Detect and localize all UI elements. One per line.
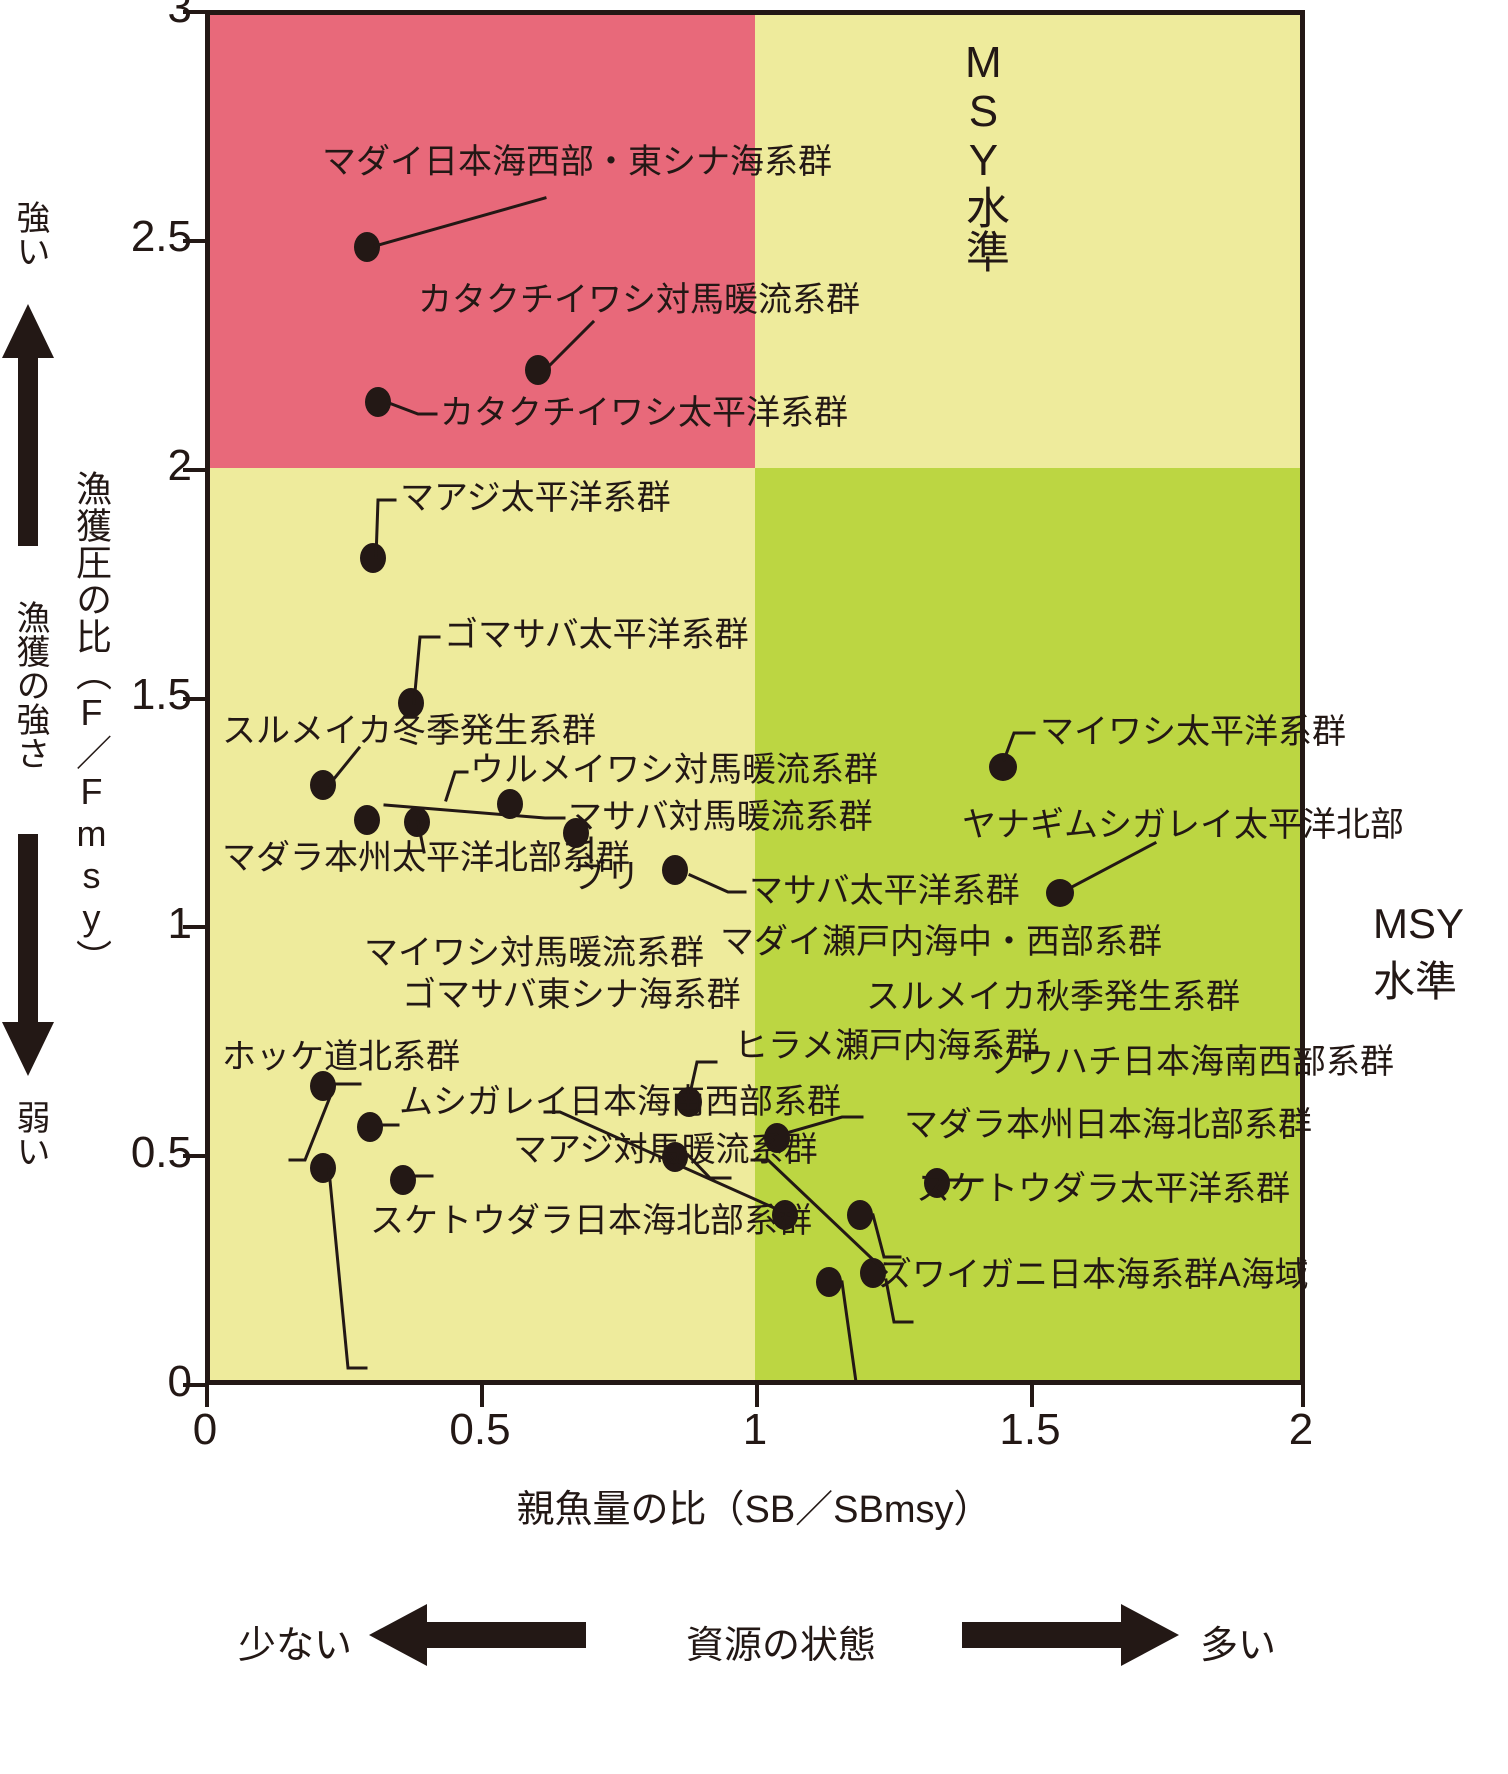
label-urumeiwashi-tsushima: ウルメイワシ対馬暖流系群: [470, 751, 878, 789]
y-tick-label-2.5: 2.5: [130, 212, 192, 261]
x-tick-label-0.5: 0.5: [449, 1405, 511, 1454]
x-tick-label-1.5: 1.5: [999, 1405, 1061, 1454]
x-tick-label-1: 1: [742, 1405, 768, 1454]
label-surumeika-autumn: スルメイカ秋季発生系群: [866, 978, 1240, 1016]
y-tick-label-0.5: 0.5: [130, 1128, 192, 1177]
label-madai-nihonkai: マダイ日本海西部・東シナ海系群: [322, 143, 832, 181]
y-tick-2: [183, 467, 205, 472]
point-katakuchi-pacific[interactable]: [365, 387, 392, 418]
label-maiwashi-pacific: マイワシ太平洋系群: [1040, 713, 1346, 751]
y-tick-2.5: [183, 238, 205, 243]
label-gomasaba-pacific: ゴマサバ太平洋系群: [444, 616, 749, 654]
quadrant-caution-bottom-left: [205, 468, 755, 1385]
label-masaba-tsushima: マサバ対馬暖流系群: [568, 798, 873, 836]
point-katakuchi-tsushima[interactable]: [524, 355, 551, 386]
label-mushigarei: ムシガレイ日本海南西部系群: [399, 1083, 841, 1121]
point-masaba-pacific[interactable]: [662, 854, 689, 885]
y-tick-label-1: 1: [167, 899, 192, 948]
x-tick-2: [1301, 1385, 1305, 1407]
point-yanagimushigarei[interactable]: [1046, 879, 1075, 908]
label-maiwashi-tsushima: マイワシ対馬暖流系群: [364, 934, 704, 972]
label-masaba-pacific: マサバ太平洋系群: [749, 872, 1020, 910]
point-souhachi[interactable]: [923, 1168, 950, 1199]
point-madara-honshu-nihonkai[interactable]: [846, 1200, 873, 1231]
point-madara-honshu-pacific[interactable]: [403, 806, 430, 837]
label-maaji-tsushima: マアジ対馬暖流系群: [513, 1131, 818, 1169]
x-tick-0.5: [480, 1385, 484, 1407]
footer-label-few: 少ない: [238, 1625, 353, 1667]
plot-top-border: [205, 10, 1305, 15]
label-zuwaigani: ズワイガニ日本海系群A海域: [878, 1256, 1309, 1294]
footer-label-state: 資源の状態: [686, 1625, 877, 1667]
label-gomasaba-higashishina: ゴマサバ東シナ海系群: [402, 976, 741, 1014]
label-katakuchi-pacific: カタクチイワシ太平洋系群: [440, 394, 848, 432]
x-axis-title: 親魚量の比（SB／SBmsy）: [516, 1489, 992, 1531]
point-urumeiwashi-tsushima[interactable]: [497, 788, 524, 819]
point-buri[interactable]: [563, 818, 590, 849]
x-tick-1: [755, 1385, 759, 1407]
x-tick-label-0: 0: [192, 1405, 218, 1454]
label-surumeika-winter: スルメイカ冬季発生系群: [222, 712, 596, 750]
up-arrow-icon: [0, 300, 56, 550]
vertical-legend-title: 漁獲の強さ: [11, 600, 49, 770]
y-tick-1: [183, 925, 205, 930]
left-arrow-icon: [365, 1600, 590, 1675]
y-tick-0: [183, 1383, 205, 1387]
x-tick-0: [205, 1385, 209, 1407]
label-suketoudara-pacific: スケトウダラ太平洋系群: [916, 1170, 1290, 1208]
vertical-legend-strong: 強い: [11, 200, 49, 268]
y-axis-title: 漁獲圧の比（F／Fmsy）: [71, 470, 112, 976]
label-hirame-setouchi: ヒラメ瀬戸内海系群: [734, 1027, 1039, 1065]
label-suketoudara-nihonkai: スケトウダラ日本海北部系群: [370, 1202, 812, 1240]
point-hokke-dohoku[interactable]: [390, 1164, 416, 1195]
right-arrow-icon: [958, 1600, 1183, 1675]
label-katakuchi-tsushima: カタクチイワシ対馬暖流系群: [418, 281, 860, 319]
point-masaba-tsushima[interactable]: [354, 804, 381, 835]
y-tick-label-3: 3: [167, 0, 192, 32]
label-madara-honshu-pacific: マダラ本州太平洋北部系群: [222, 839, 630, 877]
msy-horizontal-annotation: MSY水準: [1373, 900, 1465, 1005]
y-tick-1.5: [183, 696, 205, 701]
point-surumeika-winter[interactable]: [310, 770, 337, 801]
label-souhachi: ソウハチ日本海南西部系群: [986, 1043, 1394, 1081]
label-madara-honshu-nihonkai: マダラ本州日本海北部系群: [904, 1106, 1312, 1144]
y-tick-label-0: 0: [167, 1357, 192, 1406]
plot-right-border: [1300, 10, 1305, 1385]
label-buri: ブリ: [572, 858, 640, 896]
footer-label-many: 多い: [1200, 1625, 1277, 1667]
label-maaji-pacific: マアジ太平洋系群: [400, 479, 671, 517]
label-yanagimushigarei: ヤナギムシガレイ太平洋北部: [962, 806, 1404, 844]
point-gomasaba-higashishina[interactable]: [357, 1111, 383, 1142]
point-maaji-pacific[interactable]: [359, 543, 386, 574]
vertical-legend-weak: 弱い: [11, 1100, 49, 1168]
y-tick-label-1.5: 1.5: [130, 670, 192, 719]
footer-legend: 少ない 資源の状態 多い: [0, 1588, 1508, 1708]
point-madai-nihonkai[interactable]: [354, 231, 381, 262]
x-tick-1.5: [1030, 1385, 1034, 1407]
y-tick-0.5: [183, 1154, 205, 1159]
point-zuwaigani[interactable]: [816, 1266, 843, 1297]
label-madai-setouchi: マダイ瀬戸内海中・西部系群: [720, 923, 1162, 961]
msy-vertical-annotation: MSY水準: [958, 38, 1008, 273]
quadrant-caution-top-right: [755, 10, 1305, 469]
down-arrow-icon: [0, 830, 56, 1080]
point-maiwashi-pacific[interactable]: [988, 752, 1017, 781]
x-tick-label-2: 2: [1288, 1405, 1314, 1454]
point-suketoudara-nihonkai[interactable]: [310, 1152, 337, 1183]
y-tick-3: [183, 10, 205, 14]
label-hokke-dohoku: ホッケ道北系群: [222, 1038, 460, 1076]
y-tick-label-2: 2: [167, 441, 192, 490]
